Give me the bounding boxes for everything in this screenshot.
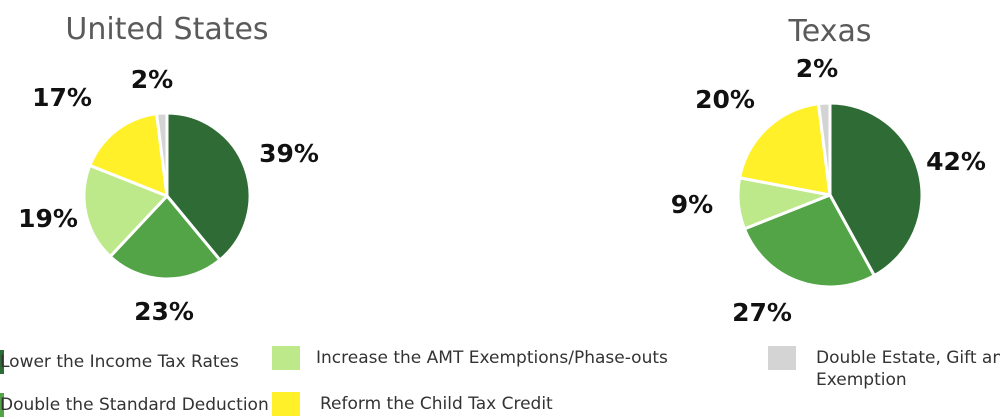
pie-slice-1-3 (738, 102, 832, 197)
legend-label-1: Double the Standard Deduction (0, 395, 269, 415)
slice-label-1-1: 27% (732, 298, 792, 327)
pie-slice-0-4 (155, 111, 169, 198)
pie-slice-0-0 (165, 111, 252, 262)
legend-label-2: Increase the AMT Exemptions/Phase-outs (316, 348, 668, 368)
pie-slice-1-4 (816, 101, 832, 197)
slice-label-0-4: 2% (131, 65, 173, 94)
legend-label-0: Lower the Income Tax Rates (0, 352, 239, 372)
legend-swatch-0 (0, 350, 4, 374)
slice-label-1-2: 9% (671, 190, 713, 219)
slice-label-0-0: 39% (259, 139, 319, 168)
chart-title-united-states: United States (65, 12, 268, 47)
slice-label-1-0: 42% (926, 147, 986, 176)
legend-swatch-2 (272, 346, 300, 370)
legend-label-4-line-1: Exemption (816, 370, 907, 390)
legend-swatch-3 (272, 392, 300, 416)
pie-slice-0-3 (88, 112, 169, 198)
legend-swatch-4 (768, 346, 796, 370)
pie-united-states: 39% 23% 19% 17% 2% (18, 65, 319, 326)
pie-slice-0-1 (108, 194, 222, 281)
legend-label-4: Double Estate, Gift and GST (816, 348, 1000, 368)
legend-label-3: Reform the Child Tax Credit (320, 394, 553, 414)
slice-label-0-3: 17% (32, 83, 92, 112)
legend: Lower the Income Tax Rates Double the Sta… (0, 346, 1000, 417)
pie-slice-1-1 (742, 193, 876, 289)
slice-label-1-3: 20% (695, 85, 755, 114)
slice-label-1-4: 2% (796, 54, 838, 83)
slice-label-0-2: 19% (18, 204, 78, 233)
chart-title-texas: Texas (788, 14, 872, 49)
pie-slice-1-0 (828, 101, 924, 278)
pie-texas: 42% 27% 9% 20% 2% (671, 54, 986, 327)
slice-label-0-1: 23% (134, 297, 194, 326)
legend-swatch-1 (0, 393, 4, 417)
